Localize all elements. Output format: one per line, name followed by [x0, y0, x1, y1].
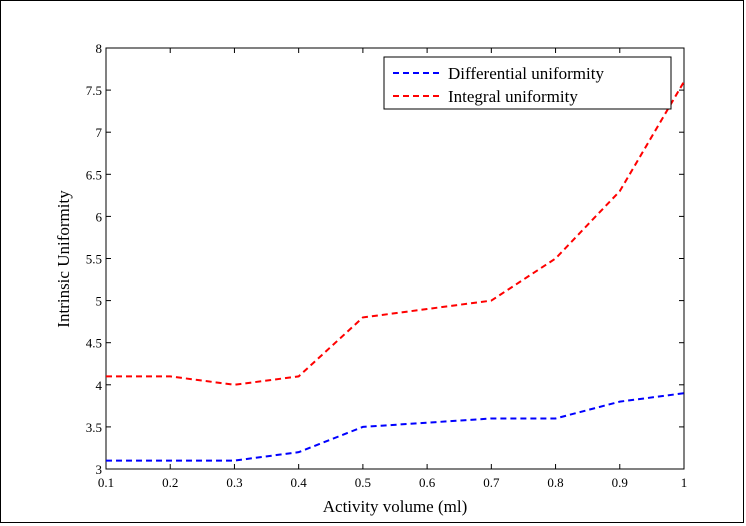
x-tick-label: 0.1 — [98, 475, 114, 490]
y-tick-label: 7.5 — [86, 83, 102, 98]
x-tick-label: 0.3 — [226, 475, 242, 490]
legend-box — [383, 56, 672, 110]
x-tick-label: 0.2 — [162, 475, 178, 490]
y-tick-label: 7 — [96, 125, 103, 140]
y-tick-label: 6 — [96, 209, 103, 224]
x-tick-label: 0.5 — [355, 475, 371, 490]
x-tick-label: 0.8 — [547, 475, 563, 490]
plot-area — [105, 47, 685, 470]
x-tick-label: 0.4 — [291, 475, 308, 490]
x-axis-label: Activity volume (ml) — [323, 497, 467, 516]
y-tick-label: 3 — [96, 462, 103, 477]
y-tick-label: 4.5 — [86, 336, 102, 351]
y-tick-label: 6.5 — [86, 167, 102, 182]
x-tick-label: 0.6 — [419, 475, 436, 490]
x-tick-label: 0.7 — [483, 475, 500, 490]
axis-ticks: 0.1 0.2 0.3 0.4 0.5 0.6 0.7 0.8 0.9 1 3 3.5 4 4.5 5 5.5… — [86, 41, 688, 490]
series-line-differential — [106, 392, 685, 462]
legend-label-differential: Differential uniformity — [448, 64, 604, 83]
y-axis-label: Intrinsic Uniformity — [54, 190, 73, 328]
x-tick-label: 0.9 — [612, 475, 628, 490]
legend: Differential uniformity Integral uniform… — [383, 56, 672, 110]
y-tick-label: 5.5 — [86, 252, 102, 267]
y-tick-label: 4 — [96, 378, 103, 393]
series-line-integral — [106, 81, 685, 386]
y-tick-label: 8 — [96, 41, 103, 56]
legend-label-integral: Integral uniformity — [448, 87, 578, 106]
y-tick-label: 5 — [96, 294, 103, 309]
y-tick-label: 3.5 — [86, 420, 102, 435]
series-lines — [106, 81, 685, 462]
x-tick-label: 1 — [681, 475, 688, 490]
